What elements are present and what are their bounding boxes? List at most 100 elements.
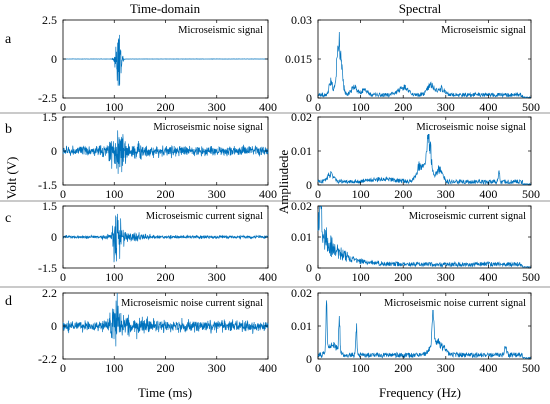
y-tick-label-c-spec: 0.02 — [291, 199, 312, 213]
y-tick-label-b-time: 0 — [51, 144, 57, 158]
x-tick-label-a-spec: 0 — [315, 100, 321, 114]
annotation-c-time: Microseismic current signal — [146, 211, 263, 222]
series-line-b-spec — [317, 130, 532, 186]
panel-letter-c: c — [5, 211, 11, 226]
left-x-axis-label: Time (ms) — [138, 385, 192, 400]
x-tick-label-c-spec: 0 — [315, 270, 321, 284]
y-tick-label-d-spec: 0.01 — [291, 319, 312, 333]
x-tick-label-d-spec: 400 — [479, 361, 497, 375]
x-tick-label-d-time: 300 — [208, 361, 226, 375]
annotation-background-b-spec — [414, 121, 529, 134]
y-tick-label-d-time: 2.2 — [42, 286, 57, 300]
annotation-a-time: Microseismic signal — [178, 25, 263, 36]
right-column-title: Spectral — [399, 1, 442, 16]
y-tick-label-b-spec: 0 — [306, 178, 312, 192]
series-line-d-spec — [317, 298, 532, 360]
x-tick-label-b-spec: 400 — [479, 187, 497, 201]
x-tick-label-c-time: 100 — [105, 270, 123, 284]
panel-letter-b: b — [5, 122, 12, 137]
x-tick-label-b-time: 400 — [259, 187, 277, 201]
x-tick-label-d-time: 0 — [60, 361, 66, 375]
panel-letter-a: a — [5, 32, 12, 47]
annotation-a-spec: Microseismic signal — [441, 25, 526, 36]
panel-letter-d: d — [5, 294, 12, 309]
annotation-b-spec: Microseismic noise signal — [416, 122, 526, 133]
x-tick-label-c-spec: 400 — [479, 270, 497, 284]
x-tick-label-a-spec: 500 — [522, 100, 540, 114]
y-tick-label-c-spec: 0.01 — [291, 230, 312, 244]
x-tick-label-a-spec: 300 — [437, 100, 455, 114]
x-tick-label-a-spec: 100 — [352, 100, 370, 114]
y-tick-label-c-time: 1.5 — [42, 199, 57, 213]
panel-d-spec: 0 100 200 300 400 500 0.02 0.01 0 Microseismic no… — [291, 286, 540, 375]
x-tick-label-d-spec: 200 — [394, 361, 412, 375]
x-tick-label-b-time: 100 — [105, 187, 123, 201]
x-tick-label-b-spec: 100 — [352, 187, 370, 201]
x-tick-label-c-spec: 500 — [522, 270, 540, 284]
y-tick-label-a-time: -2.5 — [38, 91, 57, 105]
annotation-background-b-time — [151, 121, 266, 134]
x-tick-label-b-spec: 300 — [437, 187, 455, 201]
y-tick-label-d-spec: 0.02 — [291, 286, 312, 300]
y-tick-label-a-spec: 0.03 — [291, 13, 312, 27]
panel-b-spec: 0 100 200 300 400 500 0.02 0.01 0 Microseismic no… — [291, 110, 540, 201]
x-tick-label-c-time: 200 — [157, 270, 175, 284]
x-tick-label-b-spec: 500 — [522, 187, 540, 201]
x-tick-label-a-time: 300 — [208, 100, 226, 114]
x-tick-label-a-time: 400 — [259, 100, 277, 114]
x-tick-label-d-spec: 100 — [352, 361, 370, 375]
x-tick-label-b-time: 200 — [157, 187, 175, 201]
panel-c-spec: 0 100 200 300 400 500 0.02 0.01 0 Microseismic cu… — [291, 199, 540, 284]
x-tick-label-c-spec: 200 — [394, 270, 412, 284]
series-line-c-time — [62, 213, 269, 263]
x-tick-label-b-spec: 0 — [315, 187, 321, 201]
x-tick-label-d-time: 200 — [157, 361, 175, 375]
series-line-a-time — [62, 34, 269, 86]
annotation-background-a-time — [176, 24, 266, 37]
panel-a-spec: 0 100 200 300 400 500 0.03 0.015 0 Microseismic s… — [285, 13, 540, 114]
x-tick-label-b-time: 0 — [60, 187, 66, 201]
x-tick-label-d-spec: 300 — [437, 361, 455, 375]
annotation-background-a-spec — [439, 24, 529, 37]
y-tick-label-c-spec: 0 — [306, 261, 312, 275]
annotation-background-d-spec — [381, 297, 529, 310]
y-tick-label-c-time: -1.5 — [38, 261, 57, 275]
y-tick-label-d-spec: 0 — [306, 352, 312, 366]
annotation-background-c-time — [143, 210, 266, 223]
right-y-axis-label: Ampliudede — [276, 150, 291, 214]
series-line-c-spec — [317, 205, 532, 269]
left-column-title: Time-domain — [130, 1, 201, 16]
y-tick-label-b-spec: 0.02 — [291, 110, 312, 124]
x-tick-label-a-time: 100 — [105, 100, 123, 114]
x-tick-label-a-spec: 400 — [479, 100, 497, 114]
y-tick-label-b-time: -1.5 — [38, 178, 57, 192]
y-tick-label-b-spec: 0.01 — [291, 144, 312, 158]
x-tick-label-a-time: 0 — [60, 100, 66, 114]
x-tick-label-a-time: 200 — [157, 100, 175, 114]
x-tick-label-b-spec: 200 — [394, 187, 412, 201]
y-tick-label-a-time: 2.5 — [42, 13, 57, 27]
x-tick-label-a-spec: 200 — [394, 100, 412, 114]
x-tick-label-c-time: 400 — [259, 270, 277, 284]
annotation-background-c-spec — [406, 210, 529, 223]
y-tick-label-c-time: 0 — [51, 230, 57, 244]
x-tick-label-b-time: 300 — [208, 187, 226, 201]
annotation-d-time: Microseismic noise current signal — [121, 298, 263, 309]
x-tick-label-c-time: 0 — [60, 270, 66, 284]
y-tick-label-a-spec: 0 — [306, 91, 312, 105]
series-line-d-time — [62, 292, 269, 347]
series-line-b-time — [62, 130, 269, 174]
y-tick-label-d-time: -2.2 — [38, 352, 57, 366]
x-tick-label-d-spec: 500 — [522, 361, 540, 375]
x-tick-label-d-spec: 0 — [315, 361, 321, 375]
right-x-axis-label: Frequency (Hz) — [379, 385, 461, 400]
series-line-a-spec — [317, 31, 532, 99]
y-tick-label-b-time: 1.5 — [42, 110, 57, 124]
y-tick-label-a-spec: 0.015 — [285, 52, 312, 66]
annotation-c-spec: Microseismic current signal — [409, 211, 526, 222]
